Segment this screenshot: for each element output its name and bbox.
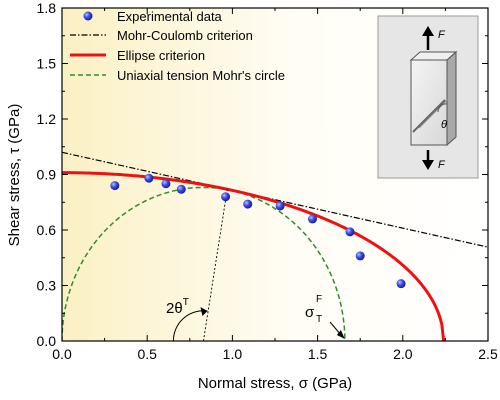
- experimental-point: [176, 184, 186, 194]
- series-layer: [62, 151, 488, 341]
- legend-label-mohr-circle: Uniaxial tension Mohr's circle: [117, 68, 285, 83]
- crack-line-2: [418, 98, 449, 129]
- specimen-inset: θ F F: [377, 15, 479, 179]
- experimental-point: [243, 199, 253, 209]
- legend-marker-experimental: [83, 11, 93, 21]
- y-tick-label: 1.2: [37, 111, 57, 127]
- legend-label-ellipse: Ellipse criterion: [117, 48, 205, 63]
- force-label-bottom: F: [438, 159, 446, 171]
- ellipse-criterion-curve: [62, 171, 446, 341]
- sigma-tf-subscript: T: [316, 314, 322, 325]
- x-axis-title: Normal stress, σ (GPa): [198, 375, 352, 392]
- force-label-top: F: [438, 29, 446, 41]
- two-theta-arrowhead: [200, 307, 208, 316]
- experimental-point: [161, 179, 171, 189]
- sigma-tf-arrowhead: [336, 330, 345, 339]
- experimental-point: [355, 251, 365, 261]
- sigma-tf-superscript: F: [316, 294, 322, 305]
- experimental-point: [110, 181, 120, 191]
- angle-arc: [437, 103, 448, 113]
- experimental-point: [396, 279, 406, 289]
- x-tick-label: 0.5: [137, 346, 157, 362]
- two-theta-construction-line: [202, 189, 228, 342]
- experimental-point: [221, 192, 231, 202]
- two-theta-label: 2θT: [166, 297, 189, 317]
- legend-label-mohr-coulomb: Mohr-Coulomb criterion: [117, 28, 253, 43]
- experimental-point: [307, 214, 317, 224]
- crack-line-1: [412, 99, 446, 133]
- specimen-side-face: [446, 50, 457, 147]
- x-tick-label: 1.0: [223, 346, 243, 362]
- mohr-coulomb-line: [62, 151, 488, 248]
- force-arrow-top-head: [422, 26, 434, 36]
- legend-label-experimental: Experimental data: [117, 9, 223, 24]
- sigma-tf-label: σ: [305, 304, 315, 321]
- x-tick-label: 2.5: [478, 346, 498, 362]
- experimental-point: [144, 173, 154, 183]
- annotation-layer: 2θT σFT: [166, 189, 345, 342]
- angle-label: θ: [441, 119, 447, 131]
- x-tick-label: 2.0: [393, 346, 413, 362]
- x-tick-label: 0.0: [52, 346, 72, 362]
- experimental-point: [275, 201, 285, 211]
- y-tick-label: 0.0: [37, 333, 57, 349]
- axis-ticks: 0.0 0.5 1.0 1.5 2.0 2.5 0.0 0.3 0.6 0.9 1.2 1.5 1.8: [37, 0, 498, 362]
- force-arrow-bottom-head: [422, 160, 434, 170]
- x-tick-label: 1.5: [308, 346, 328, 362]
- y-tick-label: 1.8: [37, 0, 57, 16]
- y-axis-title: Shear stress, τ (GPa): [6, 104, 23, 247]
- y-tick-label: 1.5: [37, 56, 57, 72]
- legend: Experimental data Mohr-Coulomb criterion…: [70, 9, 285, 83]
- y-tick-label: 0.3: [37, 278, 57, 294]
- y-tick-label: 0.6: [37, 222, 57, 238]
- experimental-point: [345, 227, 355, 237]
- experimental-points-layer: [110, 173, 406, 289]
- y-tick-label: 0.9: [37, 167, 57, 183]
